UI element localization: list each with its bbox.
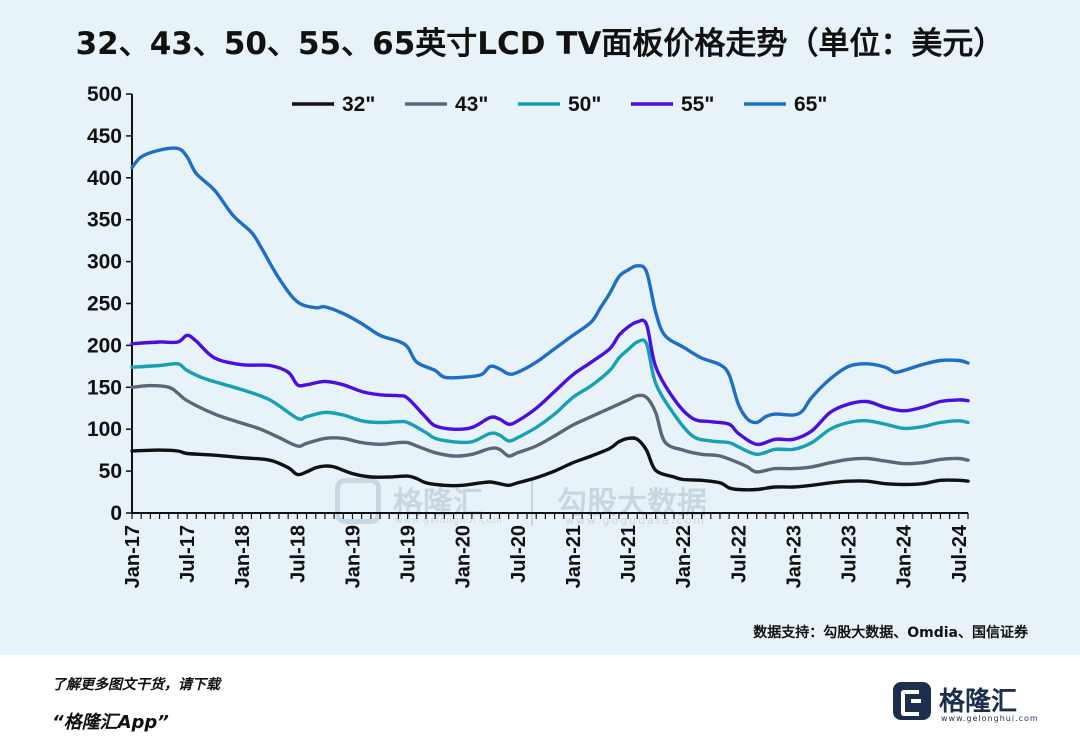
y-tick-label: 50 [99, 460, 122, 483]
y-tick-label: 400 [87, 167, 122, 190]
brand-logo-icon [893, 682, 931, 720]
x-tick-label: Jul-18 [287, 525, 309, 583]
y-tick-label: 450 [87, 125, 122, 148]
x-tick-label: Jan-18 [232, 525, 254, 588]
x-tick-label: Jan-21 [563, 525, 585, 588]
brand-name: 格隆汇 [939, 687, 1018, 717]
x-tick-label: Jul-20 [508, 525, 530, 583]
x-tick-label: Jan-23 [783, 525, 805, 588]
series-line-0 [130, 436, 970, 492]
brand-logo: 格隆汇 www.gelonghui.com [893, 678, 1038, 728]
y-tick-label: 300 [87, 251, 122, 274]
y-tick-label: 100 [87, 418, 122, 441]
x-tick-label: Jul-19 [398, 525, 420, 583]
x-tick-label: Jan-19 [342, 525, 364, 588]
series-line-4 [130, 146, 970, 425]
y-tick-label: 150 [87, 376, 122, 399]
y-tick-label: 500 [87, 83, 122, 106]
x-tick-label: Jul-24 [949, 524, 971, 583]
series-line-1 [130, 383, 970, 474]
y-tick-label: 250 [87, 293, 122, 316]
x-tick-label: Jan-17 [122, 525, 144, 588]
legend-label-0: 32" [342, 93, 375, 116]
y-tick-label: 200 [87, 334, 122, 357]
x-tick-label: Jan-20 [453, 525, 475, 588]
footer-download-hint: 了解更多图文干货，请下载 [52, 677, 220, 693]
legend-label-1: 43" [455, 93, 488, 116]
x-tick-label: Jan-24 [894, 524, 916, 588]
footer-app-name: “格隆汇App” [52, 712, 169, 733]
x-tick-label: Jan-22 [673, 525, 695, 588]
series-line-3 [130, 318, 970, 447]
chart-title: 32、43、50、55、65英寸LCD TV面板价格走势（单位：美元） [75, 26, 1005, 62]
chart-panel [0, 0, 1080, 655]
line-chart: 0 50 100 150 200 250 300 350 400 450 500 Jan-17 Jul-… [87, 83, 971, 588]
x-tick-label: Jul-21 [618, 525, 640, 583]
legend-label-4: 65" [794, 93, 827, 116]
x-tick-label: Jul-17 [177, 525, 199, 583]
legend-label-2: 50" [568, 93, 601, 116]
y-tick-label: 0 [110, 502, 122, 525]
series-line-2 [130, 338, 970, 457]
brand-url: www.gelonghui.com [941, 714, 1039, 723]
data-source: 数据支持：勾股大数据、Omdia、国信证券 [753, 625, 1028, 641]
x-tick-label: Jul-22 [728, 525, 750, 583]
y-tick-label: 350 [87, 209, 122, 232]
x-tick-label: Jul-23 [839, 525, 861, 583]
legend-label-3: 55" [681, 93, 714, 116]
